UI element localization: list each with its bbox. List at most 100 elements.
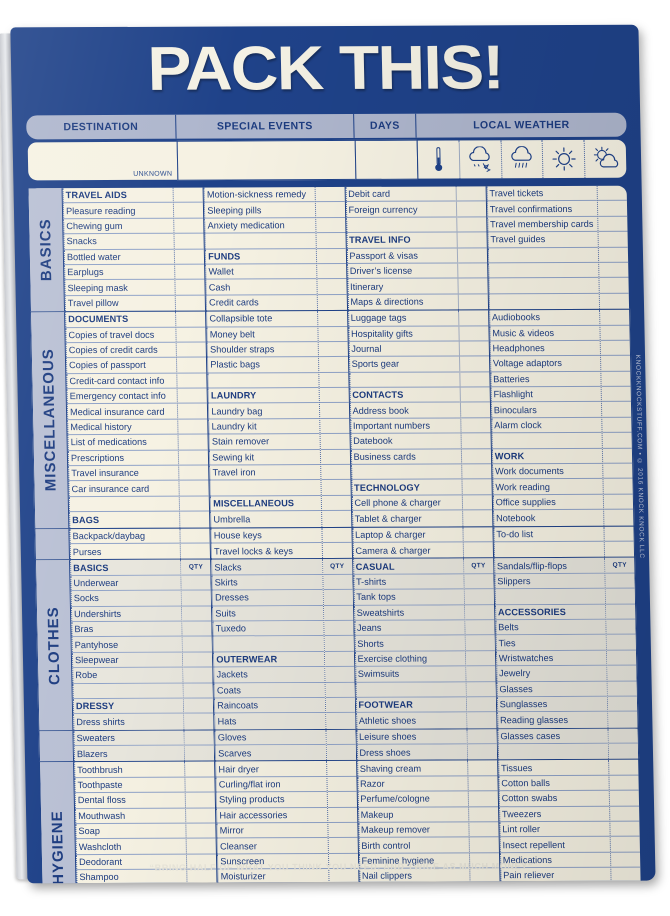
qty-cell[interactable] [605, 588, 636, 605]
list-item[interactable]: Sports gear [348, 356, 460, 373]
list-item[interactable]: Scarves [215, 745, 326, 761]
qty-cell[interactable] [459, 341, 489, 357]
list-item[interactable]: Dental floss [74, 792, 186, 809]
qty-cell[interactable] [318, 372, 349, 389]
list-subheading[interactable]: MISCELLANEOUS [210, 495, 321, 512]
list-subheading[interactable]: TECHNOLOGY [350, 479, 462, 496]
qty-cell[interactable] [176, 311, 206, 328]
list-subheading[interactable]: OUTERWEAR [213, 651, 324, 668]
qty-cell[interactable] [606, 634, 636, 651]
list-item[interactable]: Umbrella [210, 511, 321, 527]
list-item[interactable]: Makeup [357, 806, 469, 823]
qty-cell[interactable] [321, 495, 351, 512]
list-item[interactable]: Toothpaste [74, 777, 185, 794]
qty-cell[interactable] [322, 574, 353, 591]
qty-cell[interactable] [185, 761, 215, 778]
qty-cell[interactable] [176, 342, 207, 358]
list-item[interactable]: Travel insurance [68, 465, 179, 482]
qty-cell[interactable] [598, 216, 628, 233]
list-item[interactable]: Leisure shoes [355, 729, 467, 745]
list-item[interactable]: Pantyhose [71, 636, 183, 653]
qty-cell[interactable] [183, 667, 213, 684]
list-item[interactable]: Sunglasses [496, 696, 608, 713]
list-item[interactable]: Travel pillow [65, 295, 176, 311]
qty-cell[interactable] [178, 419, 208, 435]
qty-cell[interactable] [459, 294, 488, 310]
qty-cell[interactable] [602, 448, 633, 464]
qty-cell[interactable] [610, 837, 640, 853]
list-item[interactable]: Earplugs [64, 264, 175, 281]
list-item[interactable]: Sandals/flip-flops [493, 558, 605, 575]
qty-cell[interactable] [468, 791, 498, 807]
qty-cell[interactable] [327, 807, 357, 823]
qty-cell[interactable] [467, 728, 497, 745]
list-item[interactable]: Plastic bags [207, 357, 318, 374]
qty-cell[interactable] [322, 511, 351, 527]
qty-cell[interactable] [326, 776, 357, 793]
list-item[interactable]: Foreign currency [345, 201, 456, 218]
list-item[interactable]: Hair dryer [215, 761, 326, 778]
list-item[interactable]: Suits [212, 605, 323, 622]
list-item[interactable]: Washcloth [75, 838, 187, 855]
list-item[interactable]: Cleanser [216, 838, 328, 855]
qty-cell[interactable] [599, 278, 629, 294]
qty-cell[interactable] [465, 666, 496, 682]
list-item[interactable]: Laundry bag [208, 403, 319, 420]
list-item[interactable]: Makeup remover [357, 822, 469, 839]
list-item[interactable]: Sleeping mask [64, 280, 175, 296]
list-item[interactable]: Hats [214, 713, 325, 730]
qty-cell[interactable] [185, 745, 215, 762]
list-item[interactable]: Cell phone & charger [351, 495, 462, 512]
list-subheading[interactable]: ACCESSORIES [494, 604, 606, 621]
qty-cell[interactable] [326, 744, 356, 761]
list-item[interactable]: Purses [70, 544, 181, 560]
list-item[interactable]: Backpack/daybag [69, 528, 180, 545]
list-item[interactable]: Dress shoes [356, 744, 467, 761]
qty-cell[interactable] [185, 792, 216, 809]
list-item[interactable]: Undershirts [70, 606, 182, 623]
list-item[interactable]: Audiobooks [488, 309, 600, 326]
qty-cell[interactable] [181, 575, 211, 591]
qty-cell[interactable] [461, 464, 492, 480]
list-item[interactable]: Sweaters [73, 730, 185, 747]
list-item[interactable]: Travel iron [209, 465, 320, 481]
qty-cell[interactable] [184, 698, 214, 714]
list-item[interactable]: Gloves [214, 729, 326, 746]
qty-cell[interactable] [603, 494, 634, 511]
qty-cell[interactable] [465, 635, 495, 652]
qty-cell[interactable] [604, 510, 633, 526]
list-item[interactable]: Hospitality gifts [347, 325, 459, 342]
qty-cell[interactable] [600, 293, 629, 309]
list-item[interactable]: Glasses cases [497, 728, 608, 745]
list-item[interactable]: Alarm clock [491, 417, 602, 434]
qty-cell[interactable] [607, 696, 638, 713]
qty-cell[interactable] [606, 619, 636, 636]
list-item[interactable]: Prescriptions [67, 450, 179, 467]
qty-cell[interactable] [603, 479, 633, 495]
qty-cell[interactable] [179, 465, 209, 482]
list-subheading[interactable]: TRAVEL INFO [346, 232, 457, 249]
qty-cell[interactable] [174, 233, 205, 250]
list-subheading[interactable]: BASICS [70, 560, 181, 576]
list-item[interactable]: Underwear [70, 575, 181, 592]
qty-cell[interactable] [324, 636, 354, 652]
list-item[interactable]: Laptop & charger [351, 527, 463, 543]
qty-cell[interactable] [601, 356, 631, 372]
list-item[interactable]: Medical history [67, 419, 178, 436]
qty-cell[interactable] [316, 263, 346, 280]
list-item[interactable]: Ties [495, 635, 606, 651]
list-item[interactable]: Glasses [496, 681, 607, 698]
list-item[interactable]: Exercise clothing [354, 651, 465, 667]
qty-cell[interactable] [463, 542, 492, 558]
list-item[interactable]: Credit-card contact info [66, 373, 177, 390]
qty-cell[interactable] [599, 262, 629, 279]
qty-cell[interactable] [185, 777, 215, 793]
qty-cell[interactable] [467, 744, 497, 760]
list-item[interactable]: Shaving cream [356, 760, 468, 777]
list-item[interactable]: Travel locks & keys [211, 543, 322, 559]
list-item[interactable]: Itinerary [346, 278, 458, 295]
qty-cell[interactable] [325, 713, 355, 729]
list-subheading[interactable]: TRAVEL AIDS [62, 187, 174, 204]
list-subheading[interactable]: DOCUMENTS [65, 311, 176, 328]
list-item[interactable]: Tablet & charger [352, 511, 463, 527]
